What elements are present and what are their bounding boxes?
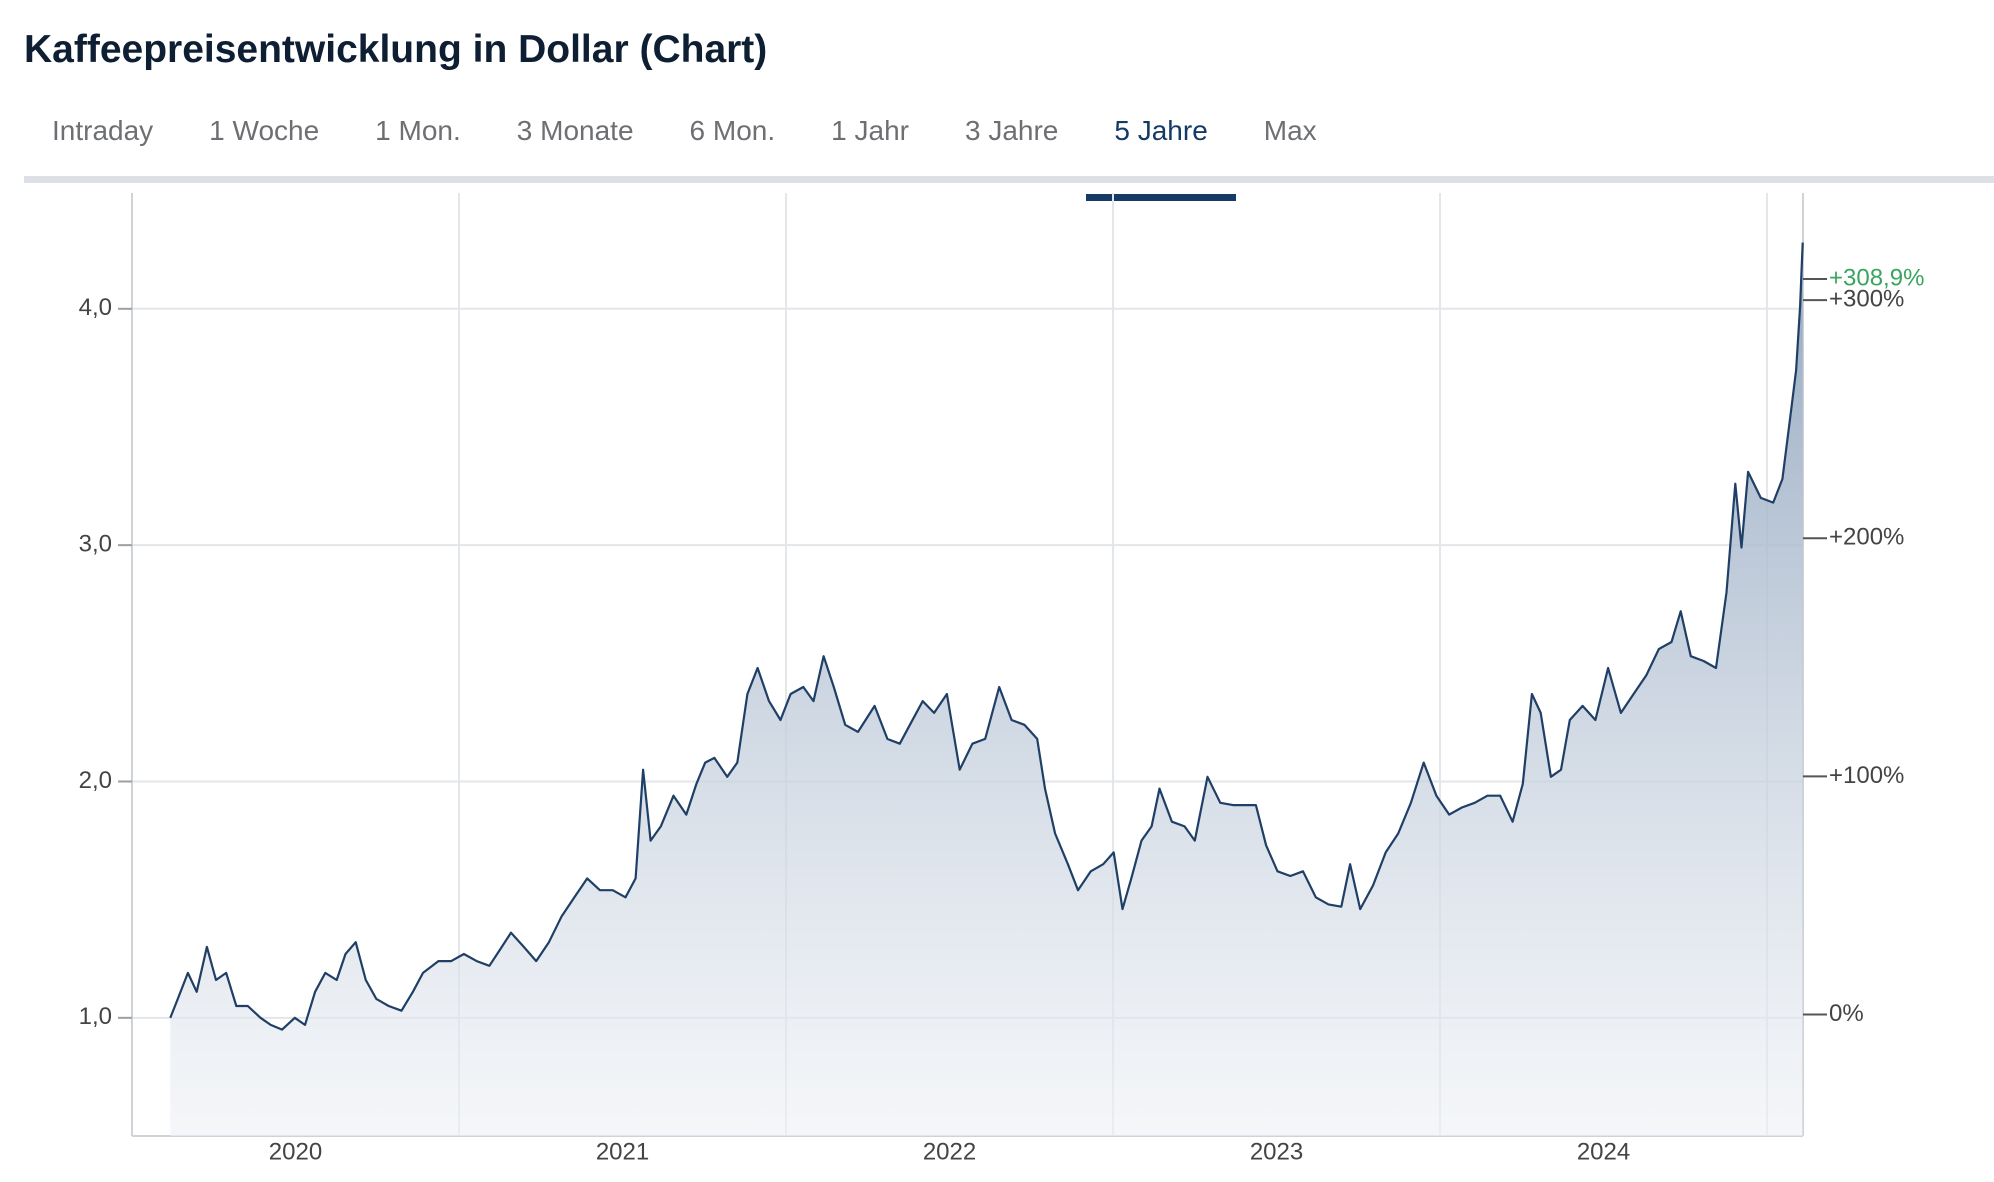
y-tick-label: 3,0 xyxy=(79,530,112,557)
tab[interactable]: Intraday xyxy=(52,115,154,146)
line xyxy=(169,242,1804,1031)
tab[interactable]: 1 Mon. xyxy=(375,115,461,146)
tab[interactable]: 3 Jahre xyxy=(964,115,1059,146)
y2-tick-label: 0% xyxy=(1829,1000,1864,1027)
area xyxy=(170,242,1803,1137)
x-tick-label: 2022 xyxy=(923,1138,976,1165)
tab[interactable]: 1 Woche xyxy=(209,115,320,146)
y2-tick-label: +200% xyxy=(1829,524,1904,551)
tab[interactable]: 6 Mon. xyxy=(689,115,776,146)
x-tick-label: 2021 xyxy=(596,1138,649,1165)
tab[interactable]: 1 Jahr xyxy=(831,115,909,146)
x-tick-label: 2024 xyxy=(1577,1138,1630,1165)
x-tick-label: 2020 xyxy=(269,1138,322,1165)
chart: 1,0 2,0 3,0 4,0 2020 2021 2022 2023 2024 0% +100% +… xyxy=(79,193,1924,1165)
chart-title: Kaffeepreisentwicklung in Dollar (Chart) xyxy=(24,28,768,71)
y2-tick-label: +300% xyxy=(1829,286,1904,313)
tab-bar: Intraday 1 Woche 1 Mon. 3 Monate 6 Mon. 1 Jah… xyxy=(24,104,1994,201)
last-value-label: +308,9% xyxy=(1829,264,1924,291)
tab[interactable]: 3 Monate xyxy=(516,115,634,146)
y-tick-label: 4,0 xyxy=(79,294,112,321)
tab[interactable]: 5 Jahre xyxy=(1086,104,1237,201)
x-tick-label: 2023 xyxy=(1250,1138,1303,1165)
y-tick-label: 2,0 xyxy=(79,767,112,794)
tab[interactable]: Max xyxy=(1263,115,1317,146)
y-tick-label: 1,0 xyxy=(79,1003,112,1030)
y2-tick-label: +100% xyxy=(1829,762,1904,789)
